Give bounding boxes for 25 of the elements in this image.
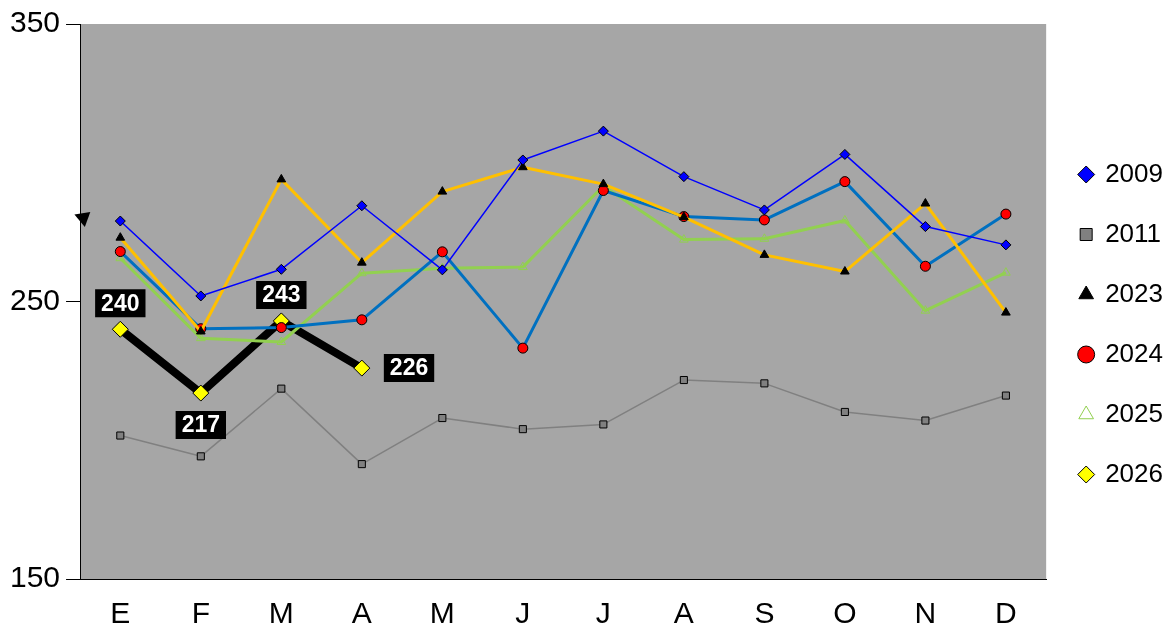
data-label: 217 [181, 411, 220, 438]
legend-label: 2011 [1105, 217, 1162, 248]
x-tick-label: O [833, 596, 857, 630]
y-tick-label: 250 [9, 282, 61, 316]
x-tick-label: A [351, 596, 372, 630]
x-tick-label: M [268, 596, 294, 630]
data-label: 226 [389, 354, 429, 381]
legend-label: 2009 [1105, 157, 1163, 188]
x-tick-label: J [595, 596, 611, 630]
x-tick-label: F [191, 596, 210, 630]
x-tick-label: A [673, 596, 694, 630]
legend-label: 2025 [1105, 397, 1163, 428]
x-tick-label: E [110, 596, 131, 630]
data-label: 243 [262, 281, 301, 308]
y-tick-label: 150 [9, 560, 61, 594]
data-label: 240 [101, 289, 140, 316]
x-tick-label: S [754, 596, 775, 630]
x-tick-label: J [515, 596, 531, 630]
x-tick-label: M [429, 596, 455, 630]
legend-label: 2023 [1105, 277, 1163, 308]
legend-label: 2024 [1105, 337, 1163, 368]
x-tick-label: N [914, 596, 937, 630]
y-tick-label: 350 [9, 5, 61, 39]
x-tick-label: D [995, 596, 1017, 630]
legend-label: 2026 [1105, 457, 1163, 488]
